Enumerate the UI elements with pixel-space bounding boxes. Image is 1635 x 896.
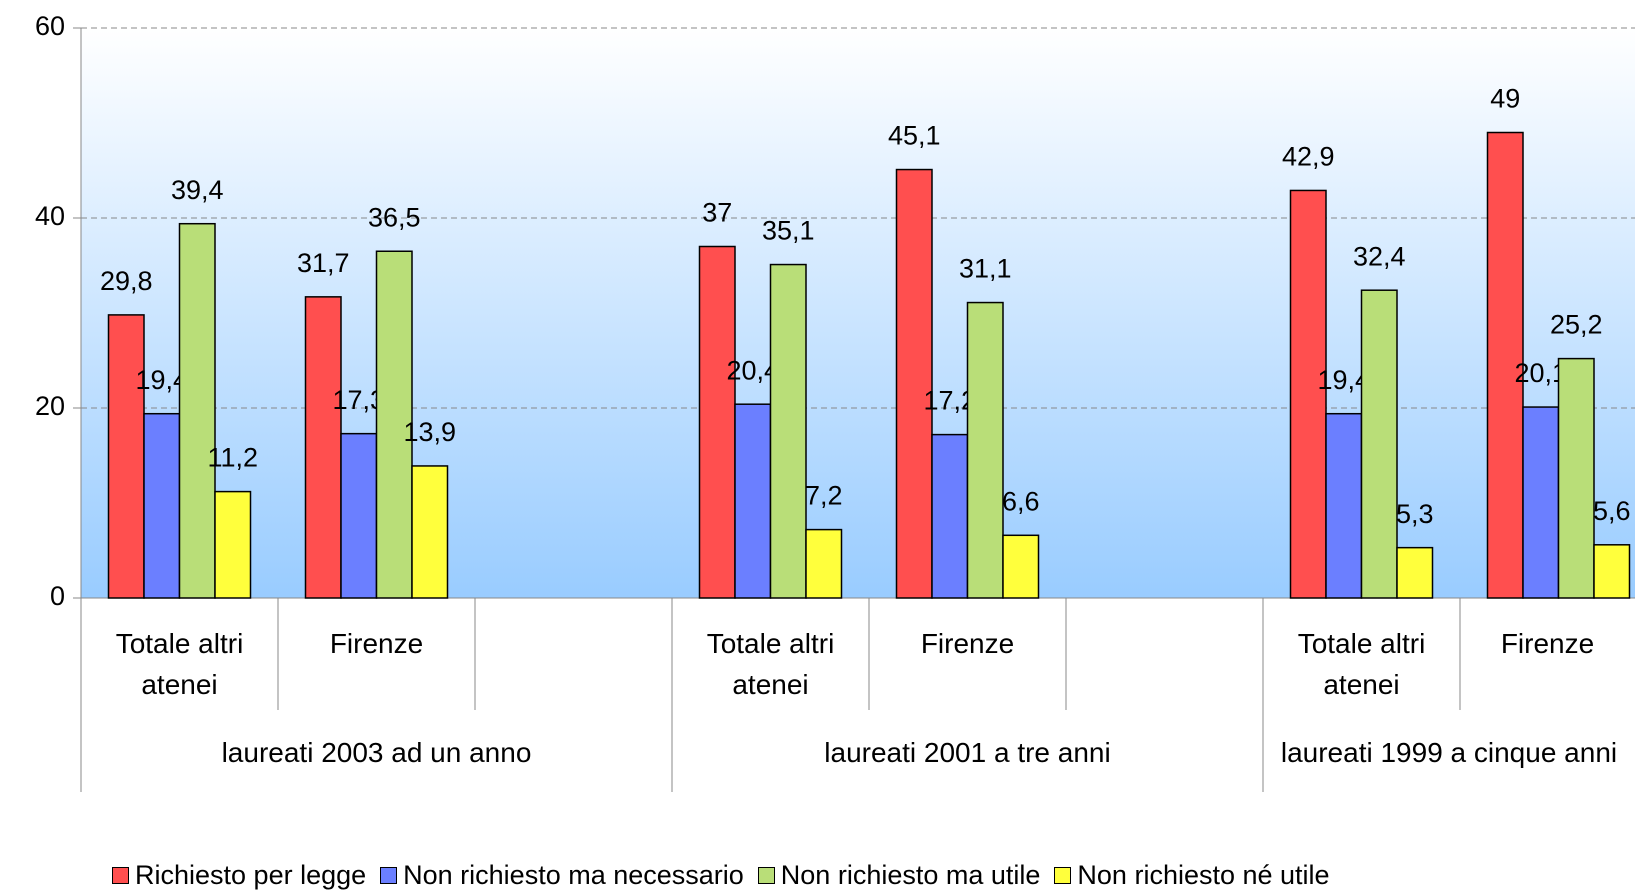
legend-item: Richiesto per legge: [112, 860, 366, 891]
bar: [895, 168, 933, 599]
data-label: 13,9: [403, 417, 456, 447]
bar: [1593, 544, 1631, 599]
legend-item: Non richiesto ma utile: [757, 860, 1041, 891]
bar: [1325, 412, 1363, 599]
data-label: 35,1: [762, 216, 815, 246]
legend-label: Non richiesto né utile: [1077, 860, 1330, 890]
legend-swatch: [1054, 867, 1072, 884]
legend-label: Richiesto per legge: [135, 860, 367, 890]
bar: [1396, 546, 1434, 599]
y-tick-label: 20: [35, 391, 65, 421]
data-label: 5,3: [1396, 499, 1434, 529]
data-label: 31,7: [297, 248, 350, 278]
bar: [1522, 406, 1560, 599]
bar: [966, 301, 1004, 599]
legend-label: Non richiesto ma necessario: [403, 860, 744, 890]
y-tick-label: 60: [35, 11, 65, 41]
x-tick-label: Totale altri atenei: [115, 628, 244, 700]
bar: [1289, 189, 1327, 599]
bar: [1002, 534, 1040, 599]
x-tick-label: Firenze: [329, 628, 424, 659]
bar: [931, 433, 969, 599]
bar: [1360, 289, 1398, 599]
bar: [734, 403, 772, 599]
data-label: 36,5: [368, 202, 421, 232]
legend-item: Non richiesto né utile: [1054, 860, 1330, 891]
data-label: 11,2: [207, 443, 258, 473]
data-label: 5,6: [1593, 496, 1631, 526]
legend-swatch: [380, 867, 398, 884]
data-label: 25,2: [1550, 310, 1603, 340]
data-label: 6,6: [1002, 486, 1040, 516]
legend-label: Non richiesto ma utile: [780, 860, 1041, 890]
bar: [340, 432, 378, 599]
x-tick-label: Firenze: [920, 628, 1015, 659]
y-tick-label: 40: [35, 201, 65, 231]
x-tick-label: Firenze: [1500, 628, 1595, 659]
legend-swatch: [757, 867, 775, 884]
bar: [1557, 357, 1595, 599]
x-tick-label: Totale altri atenei: [1297, 628, 1426, 700]
bar: [214, 490, 252, 599]
data-label: 29,8: [100, 266, 153, 296]
data-label: 7,2: [805, 481, 843, 511]
data-label: 37: [702, 198, 732, 228]
data-label: 45,1: [888, 121, 941, 151]
group-label: laureati 1999 a cinque anni: [1280, 737, 1618, 768]
bar: [304, 296, 342, 599]
data-label: 39,4: [171, 175, 224, 205]
legend-item: Non richiesto ma necessario: [380, 860, 744, 891]
y-tick-label: 0: [50, 581, 65, 611]
x-tick-label: Totale altri atenei: [706, 628, 835, 700]
group-label: laureati 2003 ad un anno: [221, 737, 532, 768]
bar: [411, 465, 449, 599]
legend: Richiesto per legge Non richiesto ma nece…: [112, 860, 1330, 891]
bar: [143, 412, 181, 599]
legend-swatch: [112, 867, 129, 884]
bar: [107, 314, 145, 599]
bar: [698, 245, 736, 599]
bar: [178, 222, 216, 599]
bar: [1486, 131, 1524, 599]
bar: [805, 528, 843, 599]
group-label: laureati 2001 a tre anni: [824, 737, 1111, 768]
bar: [375, 250, 413, 599]
bar: [769, 263, 807, 599]
data-label: 32,4: [1353, 241, 1406, 271]
data-label: 42,9: [1282, 142, 1335, 172]
data-label: 49: [1490, 84, 1520, 114]
data-label: 31,1: [959, 254, 1012, 284]
